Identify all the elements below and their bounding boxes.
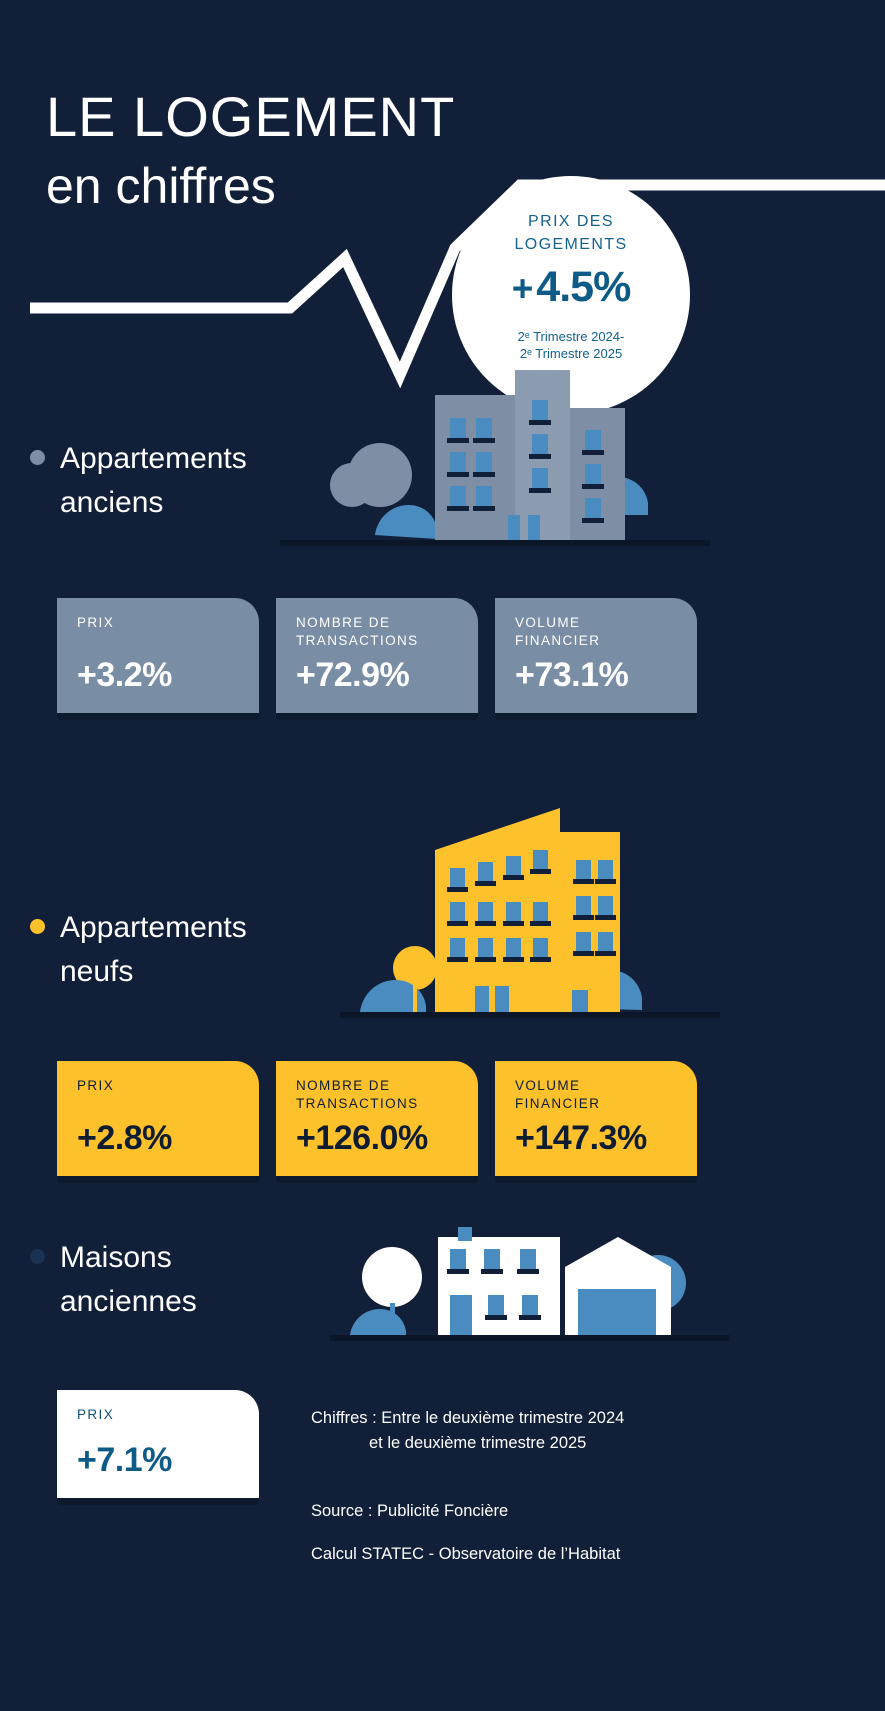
title-line-2: en chiffres bbox=[46, 158, 276, 214]
card-prix-maisons: PRIX +7.1% bbox=[57, 1390, 259, 1505]
note-figures: Chiffres : Entre le deuxième trimestre 2… bbox=[311, 1381, 871, 1481]
bullet-icon-grey bbox=[30, 450, 45, 465]
card-value: +126.0% bbox=[296, 1119, 428, 1157]
card-value: +3.2% bbox=[77, 656, 172, 694]
note-calculation: Calcul STATEC - Observatoire de l’Habita… bbox=[311, 1545, 621, 1563]
section-appartements-neufs-title: Appartements neufs bbox=[30, 906, 247, 994]
card-label: PRIX bbox=[77, 615, 115, 630]
card-volume-neufs: VOLUME FINANCIER +147.3% bbox=[495, 1061, 697, 1183]
badge-value: +4.5% bbox=[511, 263, 632, 312]
bullet-icon-yellow bbox=[30, 919, 45, 934]
page-title: LE LOGEMENT en chiffres bbox=[46, 88, 455, 216]
note-figures-line-1: Chiffres : Entre le deuxième trimestre 2… bbox=[311, 1409, 625, 1427]
zigzag-line-graphic bbox=[30, 179, 885, 389]
headline-badge: PRIX DES LOGEMENTS +4.5% 2ᵉ Trimestre 20… bbox=[452, 176, 690, 414]
note-source: Source : Publicité Foncière bbox=[311, 1502, 509, 1520]
badge-plus-sign: + bbox=[511, 268, 534, 309]
card-value: +7.1% bbox=[77, 1441, 172, 1479]
badge-number: 4.5% bbox=[536, 263, 631, 311]
card-label: VOLUME FINANCIER bbox=[515, 1078, 601, 1111]
card-shadow bbox=[57, 713, 259, 720]
badge-date-line-1: 2ᵉ Trimestre 2024- bbox=[517, 329, 625, 344]
card-transactions-anciens: NOMBRE DE TRANSACTIONS +72.9% bbox=[276, 598, 478, 720]
card-value: +72.9% bbox=[296, 656, 410, 694]
card-label: PRIX bbox=[77, 1407, 115, 1422]
card-prix-neufs: PRIX +2.8% bbox=[57, 1061, 259, 1183]
card-label: NOMBRE DE TRANSACTIONS bbox=[296, 1078, 419, 1111]
card-label: NOMBRE DE TRANSACTIONS bbox=[296, 615, 419, 648]
bullet-icon-dark bbox=[30, 1249, 45, 1264]
card-value: +2.8% bbox=[77, 1119, 172, 1157]
card-label: VOLUME FINANCIER bbox=[515, 615, 601, 648]
title-line-1: LE LOGEMENT bbox=[46, 85, 456, 148]
card-shadow bbox=[276, 1176, 478, 1183]
illustration-old-houses bbox=[330, 1227, 730, 1341]
card-label: PRIX bbox=[77, 1078, 115, 1093]
cards-appartements-anciens: PRIX +3.2% NOMBRE DE TRANSACTIONS +72.9%… bbox=[57, 598, 697, 720]
section-appartements-anciens-title: Appartements anciens bbox=[30, 437, 247, 525]
cards-maisons-anciennes: PRIX +7.1% bbox=[57, 1390, 259, 1505]
card-value: +147.3% bbox=[515, 1119, 647, 1157]
illustration-old-apartments bbox=[280, 370, 710, 546]
section-label: Appartements neufs bbox=[60, 911, 247, 988]
card-value: +73.1% bbox=[515, 656, 629, 694]
card-shadow bbox=[276, 713, 478, 720]
card-shadow bbox=[57, 1498, 259, 1505]
note-figures-line-2: et le deuxième trimestre 2025 bbox=[369, 1434, 587, 1452]
illustration-new-apartments bbox=[340, 808, 720, 1018]
section-maisons-anciennes-title: Maisons anciennes bbox=[30, 1236, 197, 1324]
badge-date-line-2: 2ᵉ Trimestre 2025 bbox=[519, 346, 623, 361]
card-transactions-neufs: NOMBRE DE TRANSACTIONS +126.0% bbox=[276, 1061, 478, 1183]
card-volume-anciens: VOLUME FINANCIER +73.1% bbox=[495, 598, 697, 720]
section-label: Maisons anciennes bbox=[60, 1241, 197, 1318]
card-prix-anciens: PRIX +3.2% bbox=[57, 598, 259, 720]
section-label: Appartements anciens bbox=[60, 442, 247, 519]
card-shadow bbox=[57, 1176, 259, 1183]
cards-appartements-neufs: PRIX +2.8% NOMBRE DE TRANSACTIONS +126.0… bbox=[57, 1061, 697, 1183]
footer-notes: Chiffres : Entre le deuxième trimestre 2… bbox=[311, 1381, 871, 1567]
card-shadow bbox=[495, 1176, 697, 1183]
card-shadow bbox=[495, 713, 697, 720]
badge-label: PRIX DES LOGEMENTS bbox=[514, 213, 628, 253]
badge-dates: 2ᵉ Trimestre 2024- 2ᵉ Trimestre 2025 bbox=[518, 328, 625, 362]
header: LE LOGEMENT en chiffres PRIX DES LOGEMEN… bbox=[0, 0, 885, 420]
